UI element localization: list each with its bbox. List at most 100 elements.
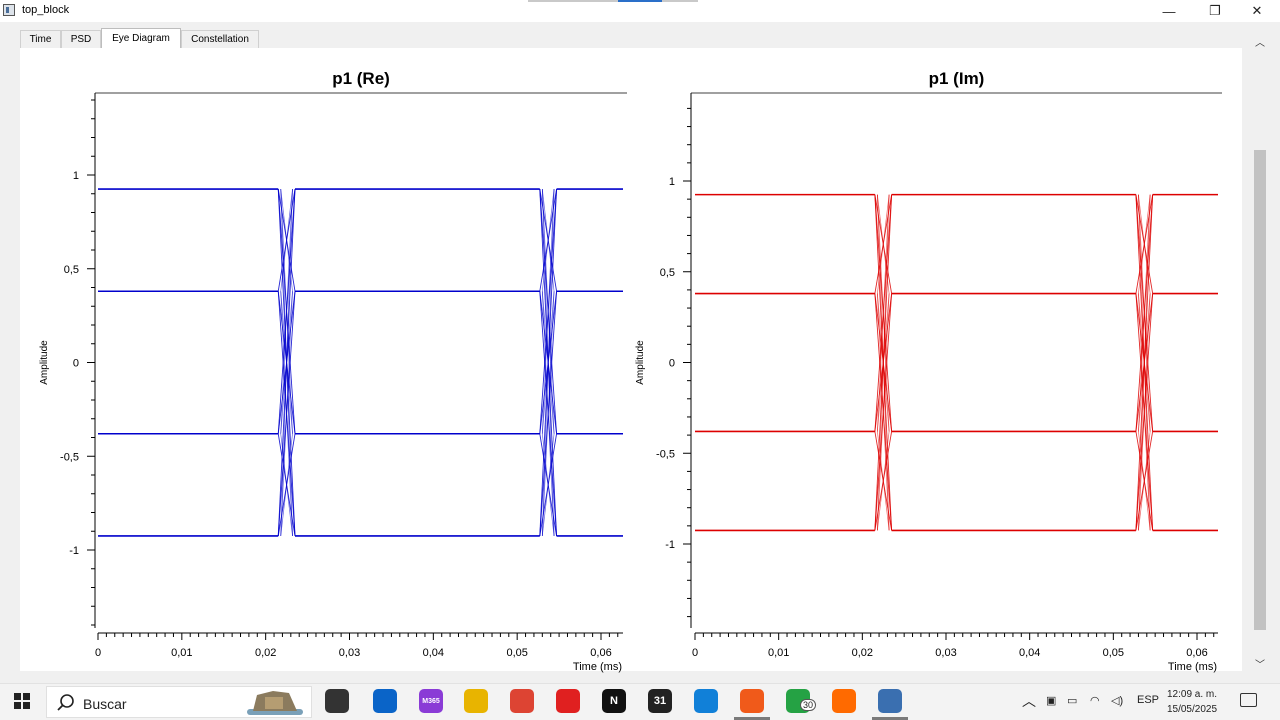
gnuradio-icon[interactable]	[832, 689, 856, 713]
window-title: top_block	[22, 4, 70, 16]
tab-psd[interactable]: PSD	[61, 30, 101, 48]
x-axis-label: Time (ms)	[1168, 661, 1217, 673]
eye-transition-trace	[280, 291, 293, 536]
tab-time[interactable]: Time	[20, 30, 61, 48]
windows-icon	[14, 693, 30, 709]
app-icon	[3, 4, 15, 16]
x-tick-label: 0,06	[590, 647, 611, 659]
eye-transition-trace	[877, 293, 890, 531]
y-tick-label: 0,5	[64, 264, 79, 276]
clock-time: 12:09 a. m.	[1166, 689, 1218, 700]
tab-eye-diagram[interactable]: Eye Diagram	[101, 28, 181, 48]
chrome-icon[interactable]	[510, 689, 534, 713]
y-tick-label: 0,5	[660, 267, 675, 279]
file-explorer-icon[interactable]	[464, 689, 488, 713]
eye-transition-trace	[541, 189, 555, 536]
brave-icon[interactable]	[740, 689, 764, 713]
notion-icon[interactable]: N	[602, 689, 626, 713]
title-divider	[528, 0, 698, 2]
eye-transition-trace	[877, 194, 890, 531]
battery-icon[interactable]: ▭	[1067, 695, 1078, 707]
chart-title: p1 (Re)	[332, 69, 390, 88]
eye-transition-trace	[1138, 293, 1151, 531]
microsoft-365-label: M365	[422, 697, 440, 705]
show-hidden-icons-icon[interactable]: ︿	[1022, 693, 1036, 709]
task-view-icon[interactable]	[325, 689, 349, 713]
tab-constellation[interactable]: Constellation	[181, 30, 259, 48]
x-tick-label: 0	[692, 647, 698, 659]
x-tick-label: 0,04	[1019, 647, 1040, 659]
eye-transition-trace	[541, 433, 555, 536]
eye-transition-trace	[280, 433, 293, 536]
x-tick-label: 0	[95, 647, 101, 659]
x-tick-label: 0,02	[255, 647, 276, 659]
wifi-icon[interactable]: ◠	[1090, 695, 1100, 707]
y-tick-label: 0	[669, 358, 675, 370]
search-highlight-image	[247, 691, 303, 715]
eye-transition-trace	[1138, 194, 1151, 294]
eye-transition-trace	[1138, 431, 1151, 531]
start-button[interactable]	[14, 693, 30, 709]
scroll-down-icon[interactable]: ﹀	[1255, 660, 1265, 671]
eye-transition-trace	[877, 431, 890, 531]
edge-icon[interactable]	[694, 689, 718, 713]
x-tick-label: 0,05	[506, 647, 527, 659]
x-tick-label: 0,04	[423, 647, 444, 659]
calendar-label: 31	[653, 695, 667, 707]
x-tick-label: 0,03	[935, 647, 956, 659]
calendar-icon[interactable]: 31	[648, 689, 672, 713]
scroll-up-icon[interactable]: ︿	[1255, 38, 1265, 49]
language-indicator[interactable]: ESP	[1137, 694, 1160, 706]
python-app-icon[interactable]	[878, 689, 902, 713]
maximize-button[interactable]: ❐	[1209, 3, 1221, 18]
close-button[interactable]: ✕	[1251, 3, 1263, 18]
y-tick-label: 1	[73, 170, 79, 182]
microsoft-365-icon[interactable]: M365	[419, 689, 443, 713]
clock-date: 15/05/2025	[1166, 704, 1218, 715]
x-tick-label: 0,06	[1186, 647, 1207, 659]
y-tick-label: -1	[665, 539, 675, 551]
y-tick-label: 1	[669, 176, 675, 188]
eye-transition-trace	[1138, 194, 1151, 531]
chart-title: p1 (Im)	[929, 69, 985, 88]
y-tick-label: -1	[69, 545, 79, 557]
volume-icon[interactable]: ◁)	[1111, 695, 1124, 707]
taskbar: Buscar M365 N 31 30 ︿ ▣ ▭ ◠ ◁) ESP 12:09 a.…	[0, 683, 1280, 720]
eye-diagram-plots: p1 (Re) 1 0,5 0 -0,5 -1 0 0,01 0,02 0,03 0,04 0,05 0…	[39, 69, 1222, 673]
search-icon	[57, 694, 74, 711]
y-tick-label: 0	[73, 358, 79, 370]
y-tick-label: -0,5	[60, 451, 79, 463]
x-tick-label: 0,02	[852, 647, 873, 659]
x-tick-label: 0,01	[768, 647, 789, 659]
unread-badge: 30	[800, 699, 817, 711]
x-axis-label: Time (ms)	[573, 661, 622, 673]
notification-icon[interactable]	[1240, 693, 1257, 707]
eye-transition-trace	[877, 194, 890, 294]
eye-transition-trace	[541, 189, 555, 292]
opera-icon[interactable]	[556, 689, 580, 713]
whatsapp-icon[interactable]: 30	[786, 689, 817, 713]
plot-imag: p1 (Im) 1 0,5 0 -0,5 -1 0 0,01 0,02 0,03 0,04 0,05 0…	[635, 69, 1222, 673]
window-titlebar: top_block — ❐ ✕	[0, 0, 1280, 22]
y-tick-label: -0,5	[656, 448, 675, 460]
title-accent	[618, 0, 662, 2]
clock[interactable]: 12:09 a. m. 15/05/2025	[1160, 687, 1224, 717]
minimize-button[interactable]: —	[1162, 3, 1176, 19]
plot-real: p1 (Re) 1 0,5 0 -0,5 -1 0 0,01 0,02 0,03 0,04 0,05 0…	[39, 69, 627, 673]
y-axis-label: Amplitude	[39, 340, 50, 385]
scroll-thumb[interactable]	[1254, 150, 1266, 630]
search-placeholder: Buscar	[83, 696, 127, 712]
x-tick-label: 0,05	[1103, 647, 1124, 659]
x-tick-label: 0,03	[339, 647, 360, 659]
eye-transition-trace	[541, 291, 555, 536]
plot-panel	[20, 48, 1242, 671]
eye-transition-trace	[280, 189, 293, 292]
eye-transition-trace	[280, 189, 293, 536]
y-axis-label: Amplitude	[635, 340, 646, 385]
notion-label: N	[610, 695, 618, 707]
taskbar-search[interactable]: Buscar	[46, 686, 312, 718]
meet-icon[interactable]: ▣	[1046, 695, 1057, 707]
x-tick-label: 0,01	[171, 647, 192, 659]
outlook-icon[interactable]	[373, 689, 397, 713]
vertical-scrollbar[interactable]: ︿ ﹀	[1252, 30, 1268, 673]
